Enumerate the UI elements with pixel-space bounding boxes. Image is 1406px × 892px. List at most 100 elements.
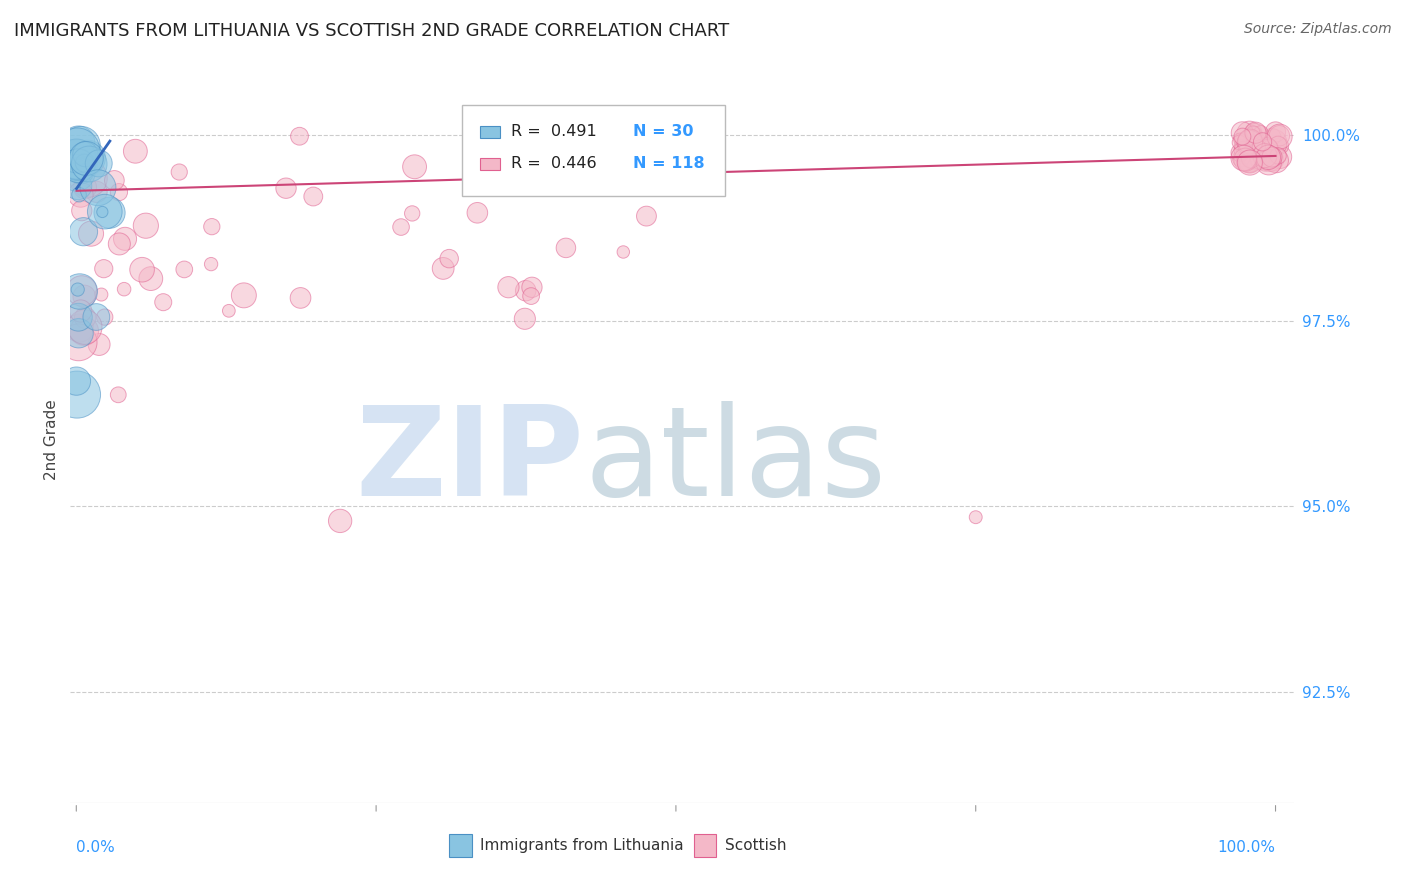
- Bar: [450, 834, 471, 857]
- Point: [70, 284, 93, 298]
- Point: [66, 178, 89, 193]
- Point: [1241, 141, 1264, 155]
- Point: [67, 187, 90, 202]
- Point: [86, 185, 108, 199]
- Text: R =  0.446: R = 0.446: [510, 156, 596, 171]
- Point: [1267, 149, 1289, 163]
- Text: atlas: atlas: [583, 401, 886, 522]
- Text: Scottish: Scottish: [724, 838, 786, 853]
- Point: [1261, 129, 1284, 144]
- Point: [555, 241, 578, 255]
- Point: [77, 157, 100, 171]
- Point: [69, 187, 91, 202]
- Point: [69, 285, 91, 299]
- Point: [1265, 153, 1288, 168]
- Point: [1254, 143, 1277, 157]
- Point: [66, 153, 89, 167]
- Point: [66, 283, 89, 297]
- Point: [135, 219, 157, 233]
- Point: [437, 252, 460, 266]
- Point: [1267, 138, 1289, 153]
- Text: ZIP: ZIP: [356, 401, 583, 522]
- Point: [91, 205, 114, 219]
- Point: [200, 257, 222, 271]
- FancyBboxPatch shape: [461, 105, 724, 195]
- Point: [69, 304, 91, 318]
- Bar: [479, 158, 499, 169]
- Point: [139, 271, 162, 285]
- Point: [87, 337, 110, 351]
- Point: [173, 262, 195, 277]
- Text: Immigrants from Lithuania: Immigrants from Lithuania: [479, 838, 683, 853]
- Point: [1230, 139, 1253, 153]
- Point: [1268, 150, 1291, 164]
- Point: [65, 374, 87, 388]
- Point: [498, 280, 520, 294]
- Point: [562, 157, 585, 171]
- Point: [1251, 135, 1274, 149]
- Point: [1239, 154, 1261, 169]
- Point: [98, 205, 121, 219]
- Point: [112, 282, 135, 296]
- Point: [152, 295, 174, 310]
- Point: [201, 219, 224, 234]
- Point: [93, 261, 115, 276]
- Point: [568, 145, 591, 159]
- Point: [1241, 126, 1264, 140]
- Point: [1249, 153, 1271, 167]
- Point: [389, 220, 412, 235]
- Point: [401, 206, 423, 220]
- Point: [65, 165, 87, 179]
- Point: [1257, 155, 1279, 169]
- Point: [1239, 127, 1261, 141]
- Point: [1243, 128, 1265, 142]
- Point: [218, 303, 240, 318]
- Point: [1237, 153, 1260, 168]
- Point: [66, 144, 89, 158]
- Point: [167, 165, 190, 179]
- Point: [274, 181, 297, 195]
- Point: [1234, 153, 1257, 167]
- Text: N = 118: N = 118: [633, 156, 704, 171]
- Point: [1270, 139, 1292, 153]
- Point: [1230, 134, 1253, 148]
- Point: [404, 160, 426, 174]
- Point: [1239, 155, 1261, 169]
- Point: [1229, 145, 1251, 160]
- Point: [1240, 152, 1263, 166]
- Point: [69, 156, 91, 170]
- Point: [432, 261, 454, 276]
- Point: [73, 320, 96, 334]
- Point: [1263, 152, 1285, 166]
- Point: [67, 321, 90, 335]
- Point: [1260, 151, 1282, 165]
- Point: [67, 310, 90, 325]
- Point: [1258, 154, 1281, 169]
- Point: [636, 209, 658, 223]
- Point: [1256, 145, 1278, 159]
- Point: [76, 151, 98, 165]
- Point: [70, 138, 93, 153]
- Point: [1233, 151, 1256, 165]
- Text: Source: ZipAtlas.com: Source: ZipAtlas.com: [1244, 22, 1392, 37]
- Point: [67, 136, 90, 150]
- Point: [93, 310, 115, 324]
- Point: [103, 173, 125, 187]
- Point: [1250, 126, 1272, 140]
- Point: [1254, 155, 1277, 169]
- Point: [131, 262, 153, 277]
- Point: [1232, 129, 1254, 144]
- Text: IMMIGRANTS FROM LITHUANIA VS SCOTTISH 2ND GRADE CORRELATION CHART: IMMIGRANTS FROM LITHUANIA VS SCOTTISH 2N…: [14, 22, 730, 40]
- Text: 100.0%: 100.0%: [1218, 840, 1275, 855]
- Point: [1256, 146, 1278, 161]
- Point: [1244, 128, 1267, 143]
- Point: [1239, 136, 1261, 150]
- Point: [80, 227, 103, 241]
- Point: [73, 289, 96, 303]
- Point: [513, 311, 536, 326]
- Point: [124, 145, 146, 159]
- Text: N = 30: N = 30: [633, 124, 693, 139]
- Point: [1229, 132, 1251, 146]
- Point: [1232, 126, 1254, 140]
- Point: [1257, 141, 1279, 155]
